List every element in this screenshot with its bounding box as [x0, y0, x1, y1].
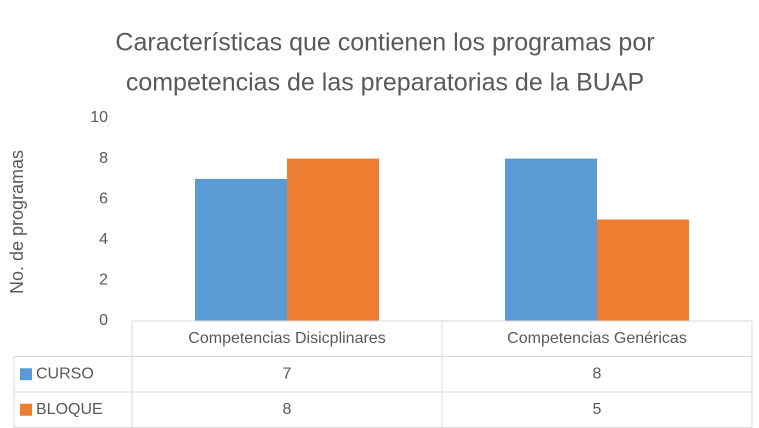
table-value: 7 [283, 365, 292, 382]
legend-label: CURSO [36, 365, 94, 382]
y-tick-label: 2 [99, 272, 108, 289]
y-tick-label: 4 [99, 231, 108, 248]
y-tick-label: 8 [99, 150, 108, 167]
y-tick-label: 6 [99, 190, 108, 207]
bar [195, 178, 287, 321]
legend-label: BLOQUE [36, 401, 103, 418]
x-tick-label: Competencias Genéricas [507, 330, 687, 347]
bar [597, 219, 689, 321]
y-tick-label: 0 [99, 312, 108, 329]
bar [287, 158, 379, 321]
legend-swatch [20, 403, 32, 416]
table-value: 8 [283, 401, 292, 418]
table-value: 8 [593, 365, 602, 382]
y-axis-title: No. de programas [7, 150, 27, 294]
legend-swatch [20, 368, 32, 381]
chart-title: Características que contienen los progra… [115, 29, 654, 57]
x-tick-label: Competencias Disicplinares [188, 330, 385, 347]
y-tick-label: 10 [90, 109, 108, 126]
chart-title: competencias de las preparatorias de la … [126, 69, 644, 97]
table-value: 5 [593, 401, 602, 418]
bar [505, 158, 597, 321]
